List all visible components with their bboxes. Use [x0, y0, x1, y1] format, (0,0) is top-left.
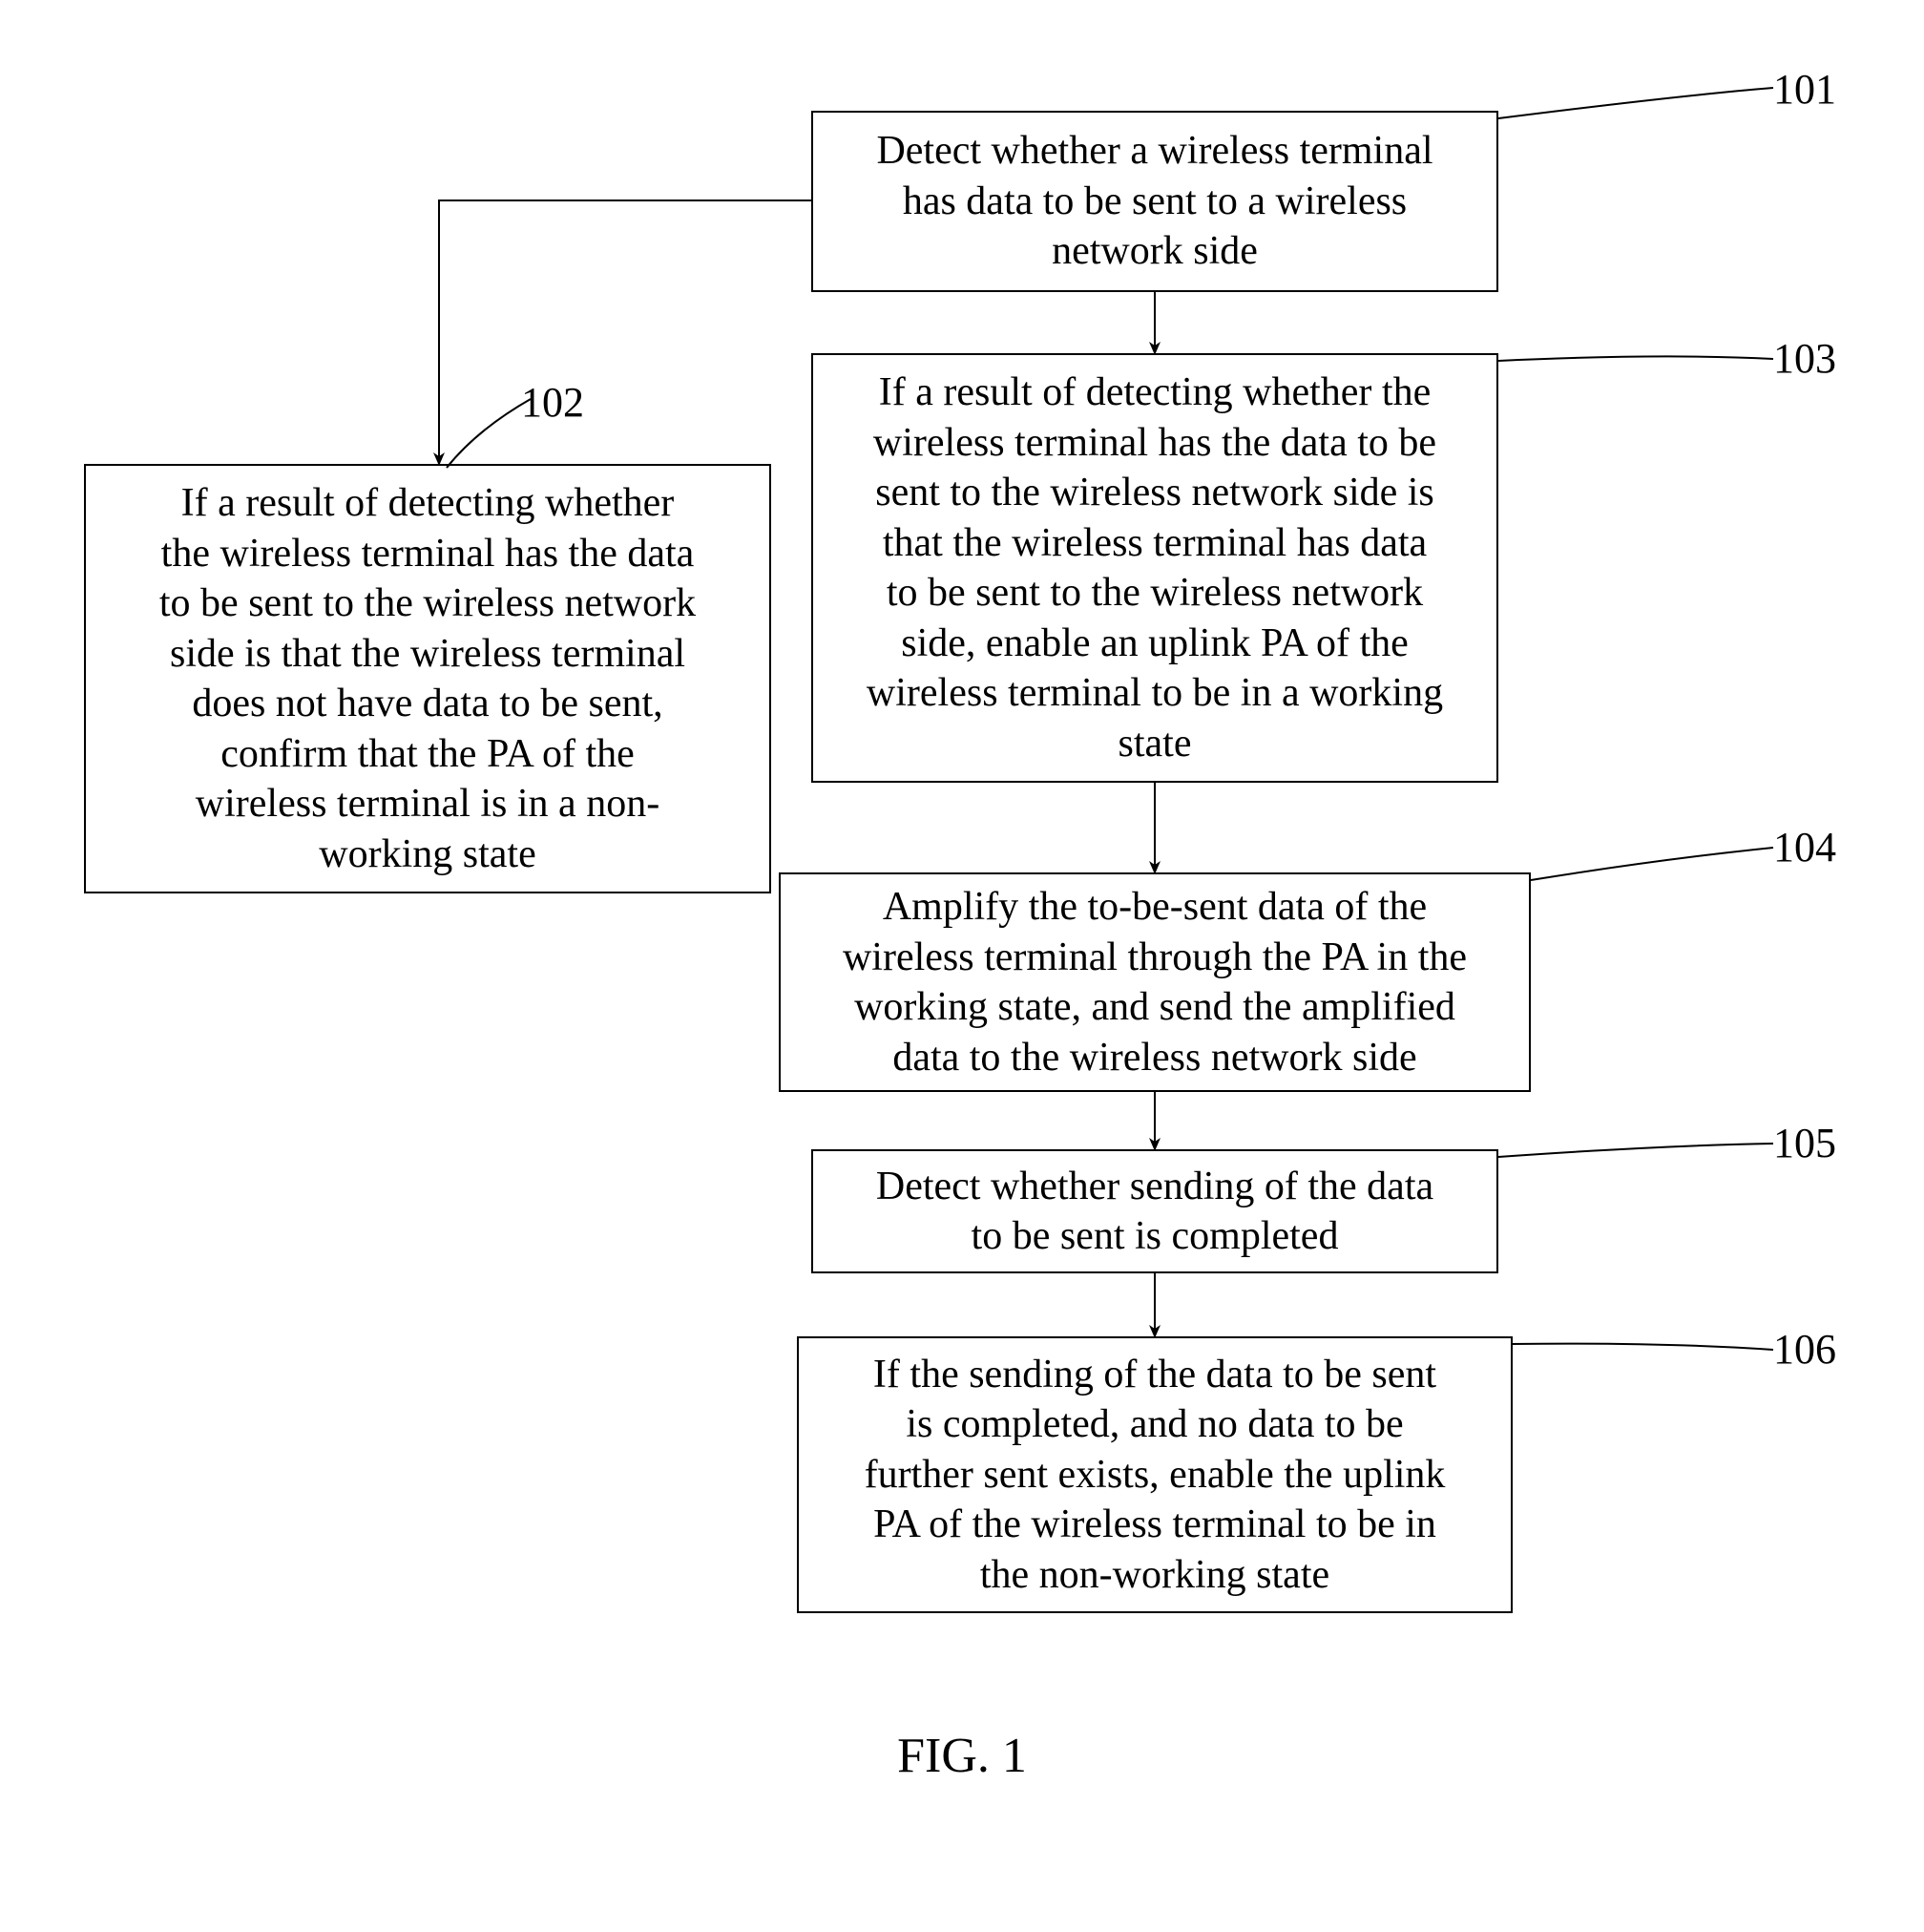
label-106: 106 — [1773, 1325, 1836, 1374]
label-101: 101 — [1773, 65, 1836, 114]
label-105: 105 — [1773, 1119, 1836, 1167]
node-101: Detect whether a wireless terminal has d… — [811, 111, 1498, 292]
node-105: Detect whether sending of the data to be… — [811, 1149, 1498, 1273]
figure-caption: FIG. 1 — [897, 1728, 1027, 1784]
node-106: If the sending of the data to be sent is… — [797, 1336, 1513, 1613]
node-102: If a result of detecting whether the wir… — [84, 464, 771, 893]
node-101-text: Detect whether a wireless terminal has d… — [876, 126, 1433, 277]
node-102-text: If a result of detecting whether the wir… — [159, 478, 696, 879]
node-104: Amplify the to-be-sent data of the wirel… — [779, 872, 1531, 1092]
node-103: If a result of detecting whether the wir… — [811, 353, 1498, 783]
label-103: 103 — [1773, 334, 1836, 383]
label-102: 102 — [521, 378, 584, 427]
node-105-text: Detect whether sending of the data to be… — [876, 1162, 1433, 1262]
node-103-text: If a result of detecting whether the wir… — [867, 368, 1443, 768]
node-104-text: Amplify the to-be-sent data of the wirel… — [843, 882, 1467, 1082]
label-104: 104 — [1773, 823, 1836, 872]
node-106-text: If the sending of the data to be sent is… — [865, 1350, 1446, 1601]
